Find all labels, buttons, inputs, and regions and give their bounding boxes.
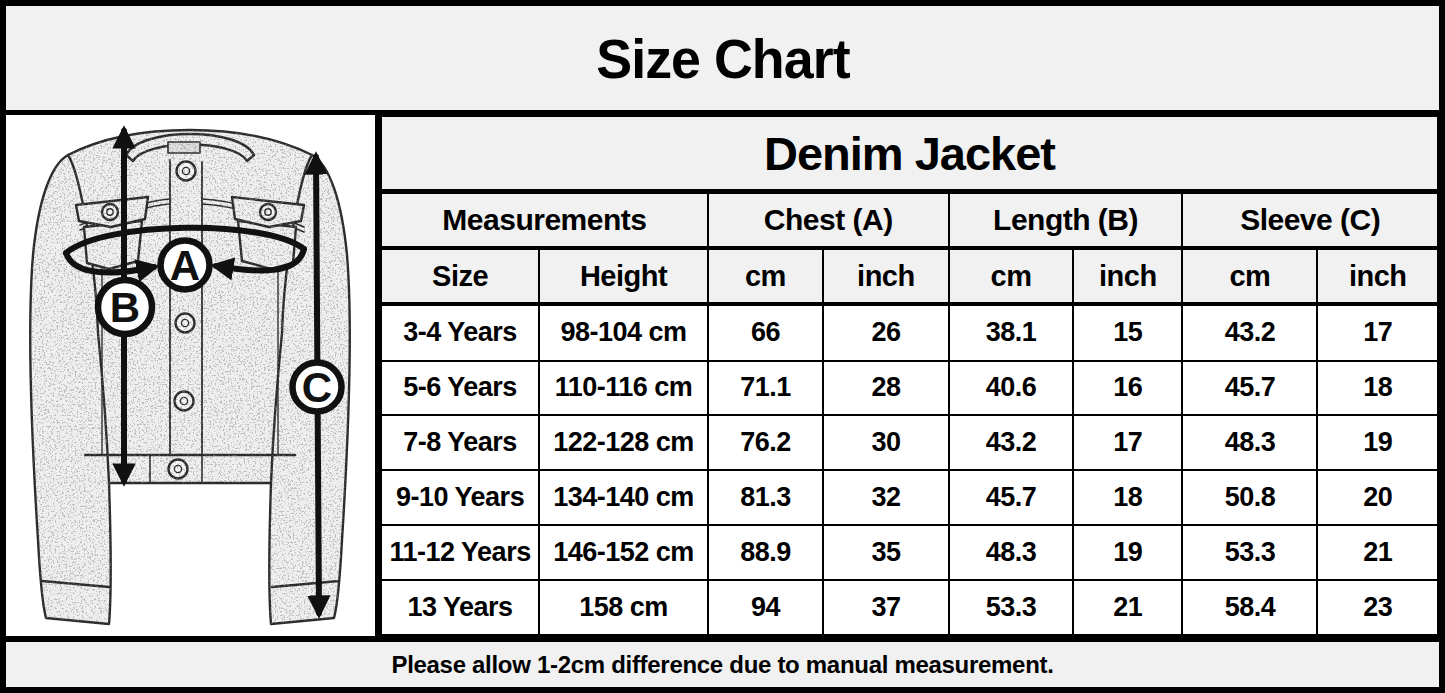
sleeve-cm-cell: 45.7 xyxy=(1182,361,1317,416)
sleeve-badge-letter: C xyxy=(302,364,332,411)
chest-cm-cell: 94 xyxy=(708,580,823,635)
size-cell: 13 Years xyxy=(381,580,539,635)
size-cell: 11-12 Years xyxy=(381,525,539,580)
sleeve-inch-cell: 23 xyxy=(1317,580,1438,635)
height-cell: 146-152 cm xyxy=(539,525,708,580)
length-inch-cell: 16 xyxy=(1073,361,1182,416)
header-size: Size xyxy=(381,248,539,304)
table-row: 3-4 Years 98-104 cm 66 26 38.1 15 43.2 1… xyxy=(381,304,1438,361)
header-length-cm: cm xyxy=(949,248,1074,304)
chest-badge-letter: A xyxy=(170,242,200,289)
size-table-panel: Denim Jacket Measurements Chest (A) Leng… xyxy=(380,115,1439,636)
sleeve-inch-cell: 19 xyxy=(1317,415,1438,470)
length-cm-cell: 38.1 xyxy=(949,304,1074,361)
page-title: Size Chart xyxy=(596,26,849,91)
height-cell: 98-104 cm xyxy=(539,304,708,361)
sleeve-inch-cell: 18 xyxy=(1317,361,1438,416)
unit-header-row: Size Height cm inch cm inch cm inch xyxy=(381,248,1438,304)
size-cell: 7-8 Years xyxy=(381,415,539,470)
sleeve-cm-cell: 53.3 xyxy=(1182,525,1317,580)
denim-jacket-illustration: A B C xyxy=(6,115,375,636)
header-sleeve-inch: inch xyxy=(1317,248,1438,304)
length-inch-cell: 21 xyxy=(1073,580,1182,635)
table-row: 7-8 Years 122-128 cm 76.2 30 43.2 17 48.… xyxy=(381,415,1438,470)
table-row: 11-12 Years 146-152 cm 88.9 35 48.3 19 5… xyxy=(381,525,1438,580)
chest-inch-cell: 32 xyxy=(823,470,949,525)
header-sleeve-cm: cm xyxy=(1182,248,1317,304)
size-table: Denim Jacket Measurements Chest (A) Leng… xyxy=(380,115,1439,636)
header-measurements: Measurements xyxy=(381,192,708,249)
height-cell: 134-140 cm xyxy=(539,470,708,525)
height-cell: 122-128 cm xyxy=(539,415,708,470)
main-area: A B C Denim Jacket xyxy=(6,115,1439,636)
sleeve-inch-cell: 20 xyxy=(1317,470,1438,525)
chest-inch-cell: 35 xyxy=(823,525,949,580)
length-inch-cell: 17 xyxy=(1073,415,1182,470)
table-row: 9-10 Years 134-140 cm 81.3 32 45.7 18 50… xyxy=(381,470,1438,525)
chest-cm-cell: 71.1 xyxy=(708,361,823,416)
footer-note: Please allow 1-2cm difference due to man… xyxy=(391,651,1053,679)
footer-bar: Please allow 1-2cm difference due to man… xyxy=(6,636,1439,687)
sleeve-inch-cell: 21 xyxy=(1317,525,1438,580)
title-banner: Size Chart xyxy=(6,6,1439,115)
sleeve-cm-cell: 58.4 xyxy=(1182,580,1317,635)
length-cm-cell: 40.6 xyxy=(949,361,1074,416)
table-row: 13 Years 158 cm 94 37 53.3 21 58.4 23 xyxy=(381,580,1438,635)
size-chart-infographic: Size Chart xyxy=(0,0,1445,693)
chest-inch-cell: 26 xyxy=(823,304,949,361)
chest-cm-cell: 88.9 xyxy=(708,525,823,580)
size-cell: 3-4 Years xyxy=(381,304,539,361)
chest-inch-cell: 37 xyxy=(823,580,949,635)
header-chest-inch: inch xyxy=(823,248,949,304)
length-cm-cell: 45.7 xyxy=(949,470,1074,525)
header-sleeve: Sleeve (C) xyxy=(1182,192,1438,249)
table-row: 5-6 Years 110-116 cm 71.1 28 40.6 16 45.… xyxy=(381,361,1438,416)
chest-inch-cell: 28 xyxy=(823,361,949,416)
product-title: Denim Jacket xyxy=(381,116,1438,192)
chest-cm-cell: 81.3 xyxy=(708,470,823,525)
size-cell: 9-10 Years xyxy=(381,470,539,525)
height-cell: 158 cm xyxy=(539,580,708,635)
length-badge-letter: B xyxy=(110,284,140,331)
length-cm-cell: 48.3 xyxy=(949,525,1074,580)
jacket-diagram-panel: A B C xyxy=(6,115,380,636)
length-inch-cell: 19 xyxy=(1073,525,1182,580)
header-chest-cm: cm xyxy=(708,248,823,304)
length-inch-cell: 18 xyxy=(1073,470,1182,525)
product-header-row: Denim Jacket xyxy=(381,116,1438,192)
header-length-inch: inch xyxy=(1073,248,1182,304)
sleeve-cm-cell: 43.2 xyxy=(1182,304,1317,361)
header-chest: Chest (A) xyxy=(708,192,949,249)
length-cm-cell: 53.3 xyxy=(949,580,1074,635)
header-height: Height xyxy=(539,248,708,304)
header-length: Length (B) xyxy=(949,192,1183,249)
height-cell: 110-116 cm xyxy=(539,361,708,416)
chest-inch-cell: 30 xyxy=(823,415,949,470)
length-cm-cell: 43.2 xyxy=(949,415,1074,470)
column-group-header-row: Measurements Chest (A) Length (B) Sleeve… xyxy=(381,192,1438,249)
chest-cm-cell: 66 xyxy=(708,304,823,361)
length-inch-cell: 15 xyxy=(1073,304,1182,361)
size-cell: 5-6 Years xyxy=(381,361,539,416)
chest-cm-cell: 76.2 xyxy=(708,415,823,470)
sleeve-cm-cell: 48.3 xyxy=(1182,415,1317,470)
sleeve-inch-cell: 17 xyxy=(1317,304,1438,361)
sleeve-cm-cell: 50.8 xyxy=(1182,470,1317,525)
